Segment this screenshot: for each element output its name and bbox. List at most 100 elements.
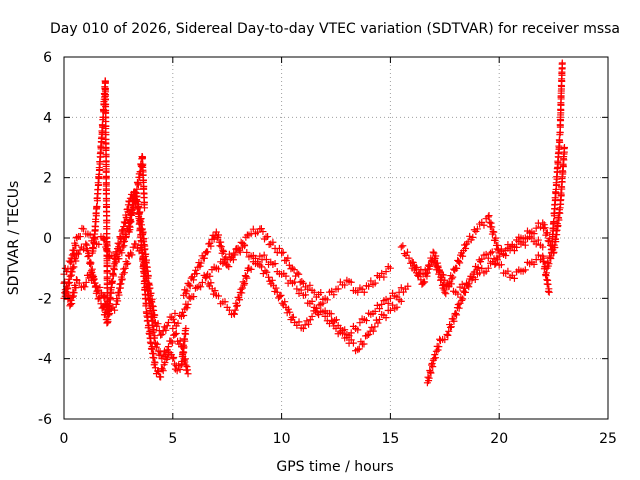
data-point: [61, 278, 69, 286]
data-point: [214, 265, 222, 273]
y-tick-label: -4: [38, 352, 52, 368]
data-point: [120, 269, 128, 277]
data-point: [171, 331, 179, 339]
data-point: [64, 265, 72, 273]
data-point: [102, 172, 110, 180]
data-point: [306, 281, 314, 289]
data-point: [419, 279, 427, 287]
data-point: [239, 278, 247, 286]
data-point: [103, 273, 111, 281]
data-point: [403, 248, 411, 256]
data-point: [539, 224, 547, 232]
data-point: [537, 223, 545, 231]
data-point: [545, 288, 553, 296]
data-point: [118, 226, 126, 234]
data-point: [159, 367, 167, 375]
data-point: [186, 282, 194, 290]
data-point: [466, 232, 474, 240]
data-point: [269, 238, 277, 246]
data-point: [98, 304, 106, 312]
data-point: [445, 327, 453, 335]
data-point: [487, 219, 495, 227]
data-point: [354, 288, 362, 296]
data-point: [453, 311, 461, 319]
data-point: [204, 248, 212, 256]
data-point: [488, 248, 496, 256]
data-point: [559, 163, 567, 171]
x-tick-label: 0: [60, 431, 69, 447]
data-point: [169, 315, 177, 323]
axis-ticks: 0 5 10 15 20 25 -6 -4 -2 0 2 4 6: [38, 50, 617, 447]
y-tick-label: -6: [38, 412, 52, 428]
data-point: [231, 251, 239, 259]
data-point: [276, 292, 284, 300]
data-point: [423, 269, 431, 277]
data-point: [298, 278, 306, 286]
data-point: [264, 233, 272, 241]
data-point: [93, 197, 101, 205]
series-evening-upper-branch: [180, 225, 394, 304]
data-point: [410, 262, 418, 270]
data-point: [63, 290, 71, 298]
data-point: [92, 212, 100, 220]
data-point: [450, 317, 458, 325]
data-point: [139, 228, 147, 236]
data-point: [292, 272, 300, 280]
data-point: [289, 313, 297, 321]
data-point: [200, 254, 208, 262]
data-point: [384, 299, 392, 307]
data-point: [207, 279, 215, 287]
data-point: [221, 298, 229, 306]
data-point: [397, 243, 405, 251]
data-point: [137, 215, 145, 223]
data-point: [482, 250, 490, 258]
data-point: [259, 228, 267, 236]
data-point: [143, 280, 151, 288]
data-point: [362, 317, 370, 325]
data-point: [434, 346, 442, 354]
data-point: [104, 318, 112, 326]
data-point: [123, 260, 131, 268]
data-point: [109, 272, 117, 280]
data-point: [265, 273, 273, 281]
data-point: [546, 254, 554, 262]
data-point: [170, 354, 178, 362]
data-point: [397, 297, 405, 305]
data-point: [439, 271, 447, 279]
data-point: [404, 282, 412, 290]
data-point: [305, 320, 313, 328]
data-point: [124, 227, 132, 235]
data-point: [432, 347, 440, 355]
data-point: [151, 311, 159, 319]
data-point: [172, 329, 180, 337]
data-point: [142, 274, 150, 282]
data-point: [171, 309, 179, 317]
data-point: [295, 318, 303, 326]
data-point: [196, 262, 204, 270]
data-point: [225, 263, 233, 271]
data-point: [550, 218, 558, 226]
data-point: [92, 218, 100, 226]
data-point: [474, 264, 482, 272]
series-early-lower-branch: [60, 240, 192, 378]
data-point: [541, 224, 549, 232]
data-point: [258, 263, 266, 271]
data-point: [242, 273, 250, 281]
data-point: [86, 231, 94, 239]
data-point: [442, 290, 450, 298]
data-point: [217, 238, 225, 246]
data-point: [260, 251, 268, 259]
data-point: [471, 275, 479, 283]
data-point: [158, 365, 166, 373]
data-point: [455, 257, 463, 265]
data-point: [462, 244, 470, 252]
data-point: [484, 264, 492, 272]
data-point: [308, 312, 316, 320]
data-point: [426, 262, 434, 270]
data-point: [272, 284, 280, 292]
data-point: [201, 273, 209, 281]
data-point: [454, 290, 462, 298]
data-point: [473, 225, 481, 233]
data-point: [299, 279, 307, 287]
data-point: [556, 138, 564, 146]
